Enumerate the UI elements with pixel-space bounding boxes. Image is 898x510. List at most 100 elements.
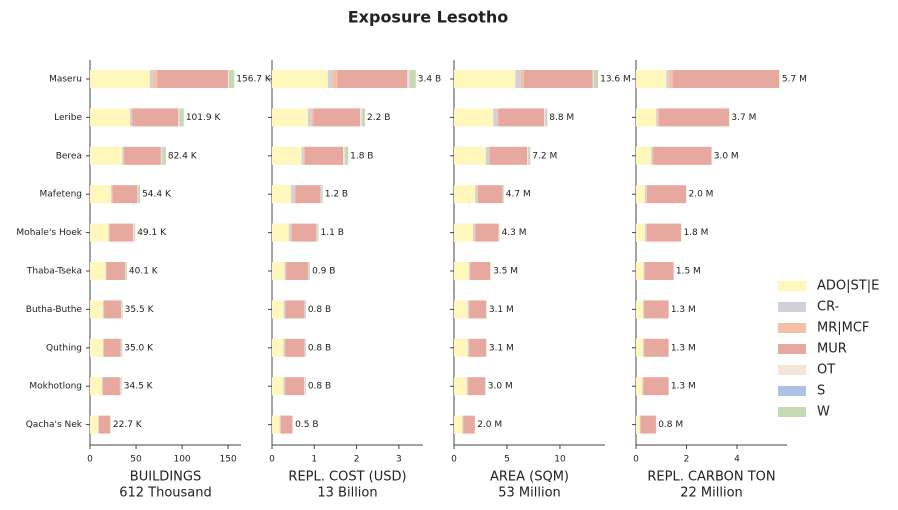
y-tick-label: Mokhotlong [29,382,82,392]
bar-segment [466,377,468,396]
bar-segment [283,377,285,396]
bar-segment [454,377,467,396]
bar-segment [304,377,305,396]
total-label: 101.9 K [186,113,222,123]
bar-segment [643,338,644,357]
bar-segment [642,377,644,396]
bar-segment [90,146,123,165]
bar-segment [779,70,780,88]
bar-segment [178,108,180,127]
bar-segment [320,185,322,204]
bar-segment [477,185,503,204]
total-label: 1.3 M [671,305,696,315]
bar-segment [454,415,463,434]
total-label: 0.8 B [308,305,331,315]
bar-segment [272,338,284,357]
total-label: 3.0 M [714,151,739,161]
x-tick-label: 0 [87,455,93,465]
bar-segment [493,108,498,127]
bar-segment [643,300,644,319]
x-axis-subtitle: 612 Thousand [119,486,212,501]
bar-segment [157,70,229,88]
x-tick-label: 4 [734,455,740,465]
bar-segment [462,415,464,434]
x-tick-label: 3 [396,455,402,465]
total-label: 0.8 B [308,382,331,392]
bar-segment [272,146,302,165]
bar-segment [149,70,153,88]
chart-title: Exposure Lesotho [348,8,509,27]
bar-segment [636,70,667,88]
legend-swatch [778,386,806,396]
bar-segment [477,185,478,204]
bar-segment [285,338,305,357]
total-label: 34.5 K [124,382,154,392]
bar-segment [337,70,408,88]
total-label: 2.2 B [367,113,390,123]
bar-segment [294,185,296,204]
total-label: 1.8 M [683,228,708,238]
bar-segment [291,223,317,242]
y-tick-label: Berea [56,151,82,161]
bar-segment [112,185,138,204]
y-tick-label: Mohale's Hoek [16,228,82,238]
bar-segment [454,223,474,242]
bar-segment [643,377,669,396]
bar-segment [653,146,712,165]
total-label: 3.7 M [731,113,756,123]
bar-segment [131,108,133,127]
bar-segment [644,300,669,319]
bar-segment [636,415,640,434]
x-axis-label: REPL. COST (USD) [288,470,406,485]
bar-segment [285,300,305,319]
bar-segment [515,70,521,88]
bar-segment [317,223,319,242]
bar-segment [527,146,529,165]
bar-segment [454,262,469,280]
legend-swatch [778,281,806,291]
x-tick-label: 50 [130,455,142,465]
bar-segment [295,185,321,204]
bar-segment [279,415,281,434]
x-axis-label: REPL. CARBON TON [647,470,775,485]
total-label: 1.2 B [325,190,348,200]
bar-segment [125,262,126,280]
bar-segment [90,377,102,396]
total-label: 8.8 M [549,113,574,123]
bar-segment [280,415,293,434]
bar-segment [162,146,166,165]
bar-segment [636,262,644,280]
bar-segment [640,415,656,434]
legend-swatch [778,302,806,312]
bar-segment [636,185,645,204]
bar-segment [490,146,528,165]
bar-segment [410,70,416,88]
bar-segment [104,300,122,319]
bar-segment [592,70,594,88]
legend-swatch [778,323,806,333]
bar-segment [283,300,286,319]
legend-label: MUR [817,342,847,357]
bar-segment [101,377,103,396]
bar-segment [109,223,134,242]
bar-segment [160,146,162,165]
x-tick-label: 100 [173,455,190,465]
bar-segment [90,300,103,319]
bar-segment [523,70,593,88]
bar-segment [138,185,141,204]
bar-segment [651,146,653,165]
bar-segment [643,262,645,280]
bar-segment [133,223,134,242]
bar-segment [179,108,184,127]
bar-segment [137,185,139,204]
bar-segment [121,338,123,357]
bar-segment [134,223,136,242]
bar-segment [545,108,546,127]
total-label: 0.8 M [658,420,683,430]
bar-segment [304,146,344,165]
y-tick-label: Thaba-Tseka [26,267,82,277]
bar-segment [644,338,669,357]
bar-segment [121,300,123,319]
bar-segment [313,108,360,127]
total-label: 2.0 M [689,190,714,200]
